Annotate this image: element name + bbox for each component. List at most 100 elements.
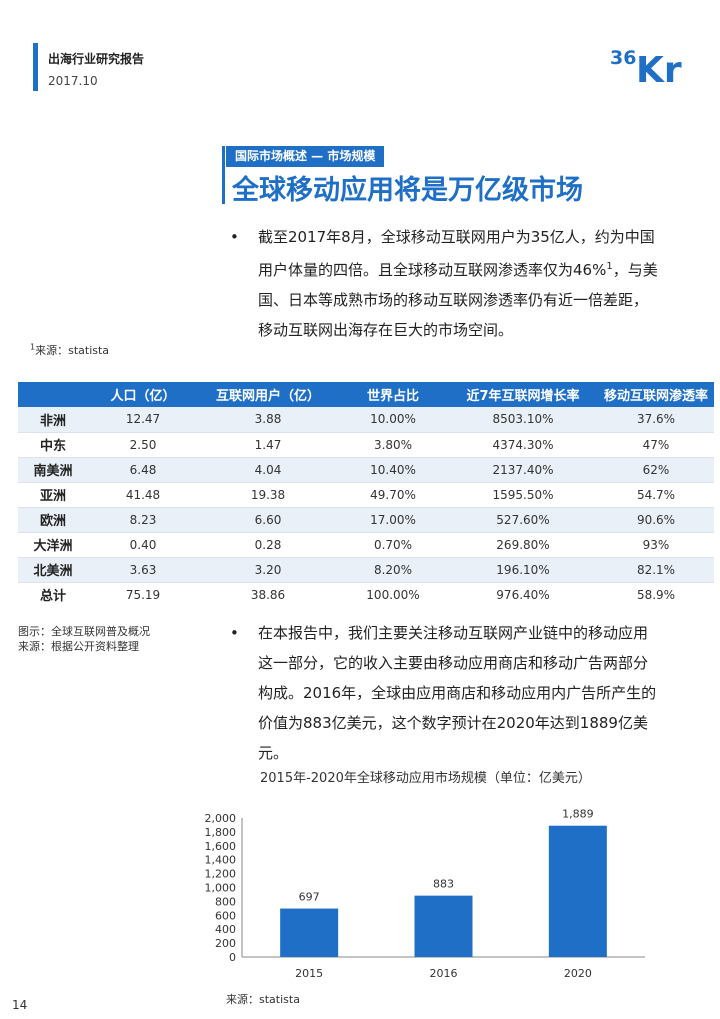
y-tick-label: 1,400 [205, 854, 237, 867]
table-row: 大洋洲 0.40 0.28 0.70% 269.80% 93% [18, 532, 714, 558]
y-tick-label: 600 [215, 909, 236, 922]
table-cell: 196.10% [448, 557, 598, 583]
bar-value-label: 1,889 [562, 808, 594, 821]
table-cell: 3.80% [338, 432, 448, 458]
market-size-bar-chart: 02004006008001,0001,2001,4001,6001,8002,… [205, 808, 645, 980]
table-cell: 38.86 [198, 582, 338, 607]
table-cell: 269.80% [448, 532, 598, 558]
table-cell: 976.40% [448, 582, 598, 607]
table-header-cell [18, 382, 88, 407]
y-tick-label: 1,000 [205, 882, 237, 895]
y-tick-label: 800 [215, 895, 236, 908]
table-header-cell: 近7年互联网增长率 [448, 382, 598, 407]
chart-bar [548, 825, 607, 957]
page-title: 全球移动应用将是万亿级市场 [232, 175, 583, 206]
table-cell: 10.00% [338, 407, 448, 433]
table-region-cell: 北美洲 [18, 557, 88, 583]
intro-text-part1: 截至2017年8月，全球移动互联网用户为35亿人，约为中国用户体量的四倍。且全球… [258, 228, 655, 279]
section-tag: 国际市场概述 — 市场规模 [226, 146, 385, 167]
table-row: 北美洲 3.63 3.20 8.20% 196.10% 82.1% [18, 557, 714, 583]
table-cell: 100.00% [338, 582, 448, 607]
table-cell: 10.40% [338, 457, 448, 483]
header-accent-bar [33, 43, 38, 91]
focus-paragraph: • 在本报告中，我们主要关注移动互联网产业链中的移动应用这一部分，它的收入主要由… [230, 618, 660, 768]
table-row: 南美洲 6.48 4.04 10.40% 2137.40% 62% [18, 457, 714, 483]
y-tick-label: 1,800 [205, 826, 237, 839]
table-cell: 4374.30% [448, 432, 598, 458]
table-region-cell: 亚洲 [18, 482, 88, 508]
table-caption-source: 来源：根据公开资料整理 [18, 640, 139, 653]
table-header-cell: 人口（亿） [88, 382, 198, 407]
table-row: 中东 2.50 1.47 3.80% 4374.30% 47% [18, 432, 714, 458]
table-cell: 54.7% [598, 482, 714, 508]
x-tick-label: 2020 [564, 967, 592, 980]
table-cell: 8503.10% [448, 407, 598, 433]
table-cell: 1595.50% [448, 482, 598, 508]
table-region-cell: 非洲 [18, 407, 88, 433]
footnote-source-text: 来源：statista [35, 344, 110, 357]
chart-bar [280, 908, 339, 957]
footnote-source-mark: 1 [30, 342, 36, 352]
internet-stats-table: 人口（亿） 互联网用户（亿） 世界占比 近7年互联网增长率 移动互联网渗透率 非… [18, 382, 714, 607]
y-tick-label: 2,000 [205, 812, 237, 825]
table-cell: 3.88 [198, 407, 338, 433]
chart-bar [414, 895, 473, 957]
footnote-mark: 1 [606, 261, 613, 272]
table-region-cell: 大洋洲 [18, 532, 88, 558]
x-tick-label: 2015 [295, 967, 323, 980]
intro-paragraph-text: 截至2017年8月，全球移动互联网用户为35亿人，约为中国用户体量的四倍。且全球… [258, 222, 660, 345]
table-cell: 0.28 [198, 532, 338, 558]
y-tick-label: 200 [215, 937, 236, 950]
page-number: 14 [12, 998, 28, 1012]
intro-paragraph: • 截至2017年8月，全球移动互联网用户为35亿人，约为中国用户体量的四倍。且… [230, 222, 660, 345]
table-cell: 19.38 [198, 482, 338, 508]
svg-text:36: 36 [610, 47, 636, 69]
table-cell: 2.50 [88, 432, 198, 458]
table-cell: 49.70% [338, 482, 448, 508]
table-cell: 90.6% [598, 507, 714, 533]
table-header-cell: 互联网用户（亿） [198, 382, 338, 407]
y-tick-label: 1,600 [205, 840, 237, 853]
table-region-cell: 总计 [18, 582, 88, 607]
bullet-dot: • [230, 228, 239, 246]
bullet-dot: • [230, 624, 239, 642]
table-cell: 6.60 [198, 507, 338, 533]
table-cell: 12.47 [88, 407, 198, 433]
table-cell: 2137.40% [448, 457, 598, 483]
y-tick-label: 400 [215, 923, 236, 936]
table-region-cell: 中东 [18, 432, 88, 458]
chart-source: 来源：statista [226, 993, 300, 1006]
table-cell: 6.48 [88, 457, 198, 483]
table-cell: 4.04 [198, 457, 338, 483]
svg-text:Kr: Kr [636, 50, 682, 84]
table-caption: 图示：全球互联网普及概况 来源：根据公开资料整理 [18, 624, 150, 654]
bar-value-label: 697 [299, 891, 320, 904]
report-title: 出海行业研究报告 [48, 52, 145, 66]
table-caption-title: 图示：全球互联网普及概况 [18, 625, 150, 638]
table-header-cell: 世界占比 [338, 382, 448, 407]
section-accent-line [222, 146, 225, 204]
table-cell: 47% [598, 432, 714, 458]
chart-title: 2015年-2020年全球移动应用市场规模（单位：亿美元） [260, 771, 591, 786]
table-region-cell: 欧洲 [18, 507, 88, 533]
table-cell: 8.23 [88, 507, 198, 533]
table-cell: 82.1% [598, 557, 714, 583]
table-row: 亚洲 41.48 19.38 49.70% 1595.50% 54.7% [18, 482, 714, 508]
table-row: 总计 75.19 38.86 100.00% 976.40% 58.9% [18, 582, 714, 607]
table-region-cell: 南美洲 [18, 457, 88, 483]
table-row: 非洲 12.47 3.88 10.00% 8503.10% 37.6% [18, 407, 714, 433]
table-header-cell: 移动互联网渗透率 [598, 382, 714, 407]
table-cell: 1.47 [198, 432, 338, 458]
table-cell: 527.60% [448, 507, 598, 533]
y-tick-label: 0 [229, 951, 236, 964]
table-cell: 3.63 [88, 557, 198, 583]
footnote-source: 1来源：statista [30, 342, 109, 358]
table-cell: 58.9% [598, 582, 714, 607]
table-row: 欧洲 8.23 6.60 17.00% 527.60% 90.6% [18, 507, 714, 533]
bar-value-label: 883 [433, 878, 454, 891]
intro-text-part2: ，与美国、日本等成熟市场的移动互联网渗透率仍有近一倍差距，移动互联网出海存在巨大… [258, 261, 658, 339]
table-header-row: 人口（亿） 互联网用户（亿） 世界占比 近7年互联网增长率 移动互联网渗透率 [18, 382, 714, 407]
table-cell: 0.70% [338, 532, 448, 558]
x-tick-label: 2016 [430, 967, 458, 980]
focus-paragraph-text: 在本报告中，我们主要关注移动互联网产业链中的移动应用这一部分，它的收入主要由移动… [258, 624, 657, 762]
